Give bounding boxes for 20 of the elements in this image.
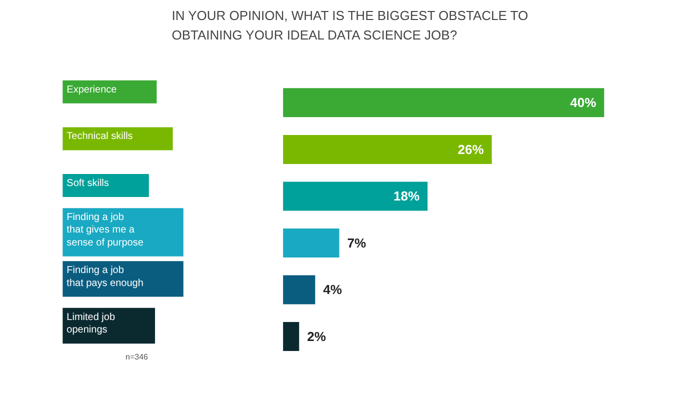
- y-tick-label: Technical skills: [66, 131, 133, 142]
- data-label: 18%: [394, 188, 420, 204]
- data-label: 7%: [347, 235, 366, 250]
- text: n=346: [126, 352, 149, 362]
- y-tick-label: Finding a job that gives me a sense of purpose: [66, 212, 144, 248]
- data-label: 2%: [307, 329, 326, 344]
- bar: [283, 134, 492, 164]
- bar: [283, 228, 340, 258]
- data-label: 40%: [570, 95, 597, 110]
- y-tick-label: Finding a job that pays enough: [66, 265, 144, 289]
- bar: [283, 322, 300, 352]
- data-label: 4%: [323, 282, 342, 298]
- y-tick-label: Experience: [66, 84, 118, 96]
- bar: [283, 275, 316, 304]
- y-tick-label: Soft skills: [66, 178, 109, 189]
- y-tick-label: Limited job openings: [66, 312, 116, 336]
- bar: [283, 182, 428, 211]
- chart-title: IN YOUR OPINION, WHAT IS THE BIGGEST OBSTACLE TO OBTAINING YOUR IDEAL DATA SCIENCE JOB?: [172, 8, 528, 42]
- data-label: 26%: [458, 142, 484, 157]
- bar: [283, 88, 604, 118]
